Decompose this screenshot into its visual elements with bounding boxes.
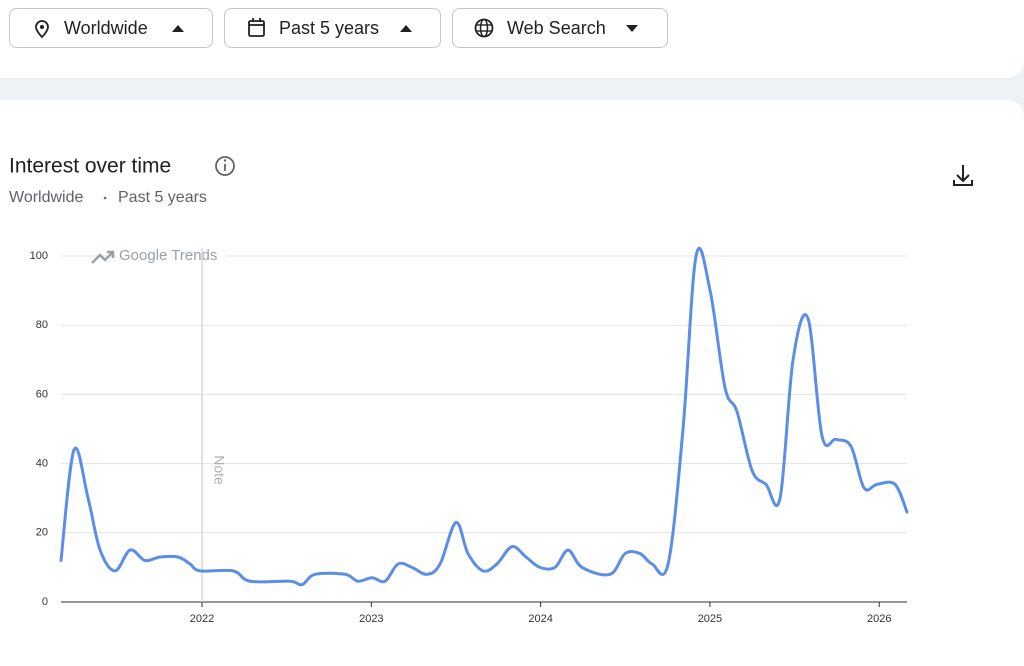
x-tick-label: 2023	[359, 613, 383, 625]
watermark: Google Trends	[119, 247, 217, 264]
y-tick-label: 0	[42, 596, 48, 608]
watermark-bg	[116, 247, 226, 265]
trend-line	[59, 246, 909, 587]
x-tick-label: 2026	[867, 613, 891, 625]
y-tick-label: 20	[36, 527, 48, 539]
period-button[interactable]: Past 5 years	[224, 8, 441, 48]
region-label[interactable]: Worldwide	[64, 18, 148, 38]
x-tick-label: 2022	[190, 613, 214, 625]
subtitle-region: Worldwide	[9, 189, 84, 206]
chart-title: Interest over time	[9, 155, 171, 178]
download-button[interactable]	[953, 165, 973, 186]
plot: 0 20 40 60 80 100 2022 2023 2024 2025 2026 Google T…	[30, 246, 909, 625]
property-label[interactable]: Web Search	[507, 18, 606, 38]
y-tick-label: 60	[36, 388, 48, 400]
y-tick-label: 100	[30, 250, 48, 262]
info-icon[interactable]	[215, 156, 235, 176]
x-tick-label: 2025	[698, 613, 722, 625]
y-tick-label: 80	[36, 319, 48, 331]
x-tick-label: 2024	[528, 613, 552, 625]
region-button[interactable]: Worldwide	[9, 8, 213, 48]
y-tick-label: 40	[36, 458, 48, 470]
separator-dot	[103, 196, 107, 200]
subtitle-period: Past 5 years	[118, 189, 207, 206]
chart-card	[0, 100, 1024, 666]
note-label: Note	[211, 455, 227, 485]
period-label[interactable]: Past 5 years	[279, 18, 379, 38]
property-button[interactable]: Web Search	[452, 8, 668, 48]
watermark-icon	[91, 250, 115, 264]
